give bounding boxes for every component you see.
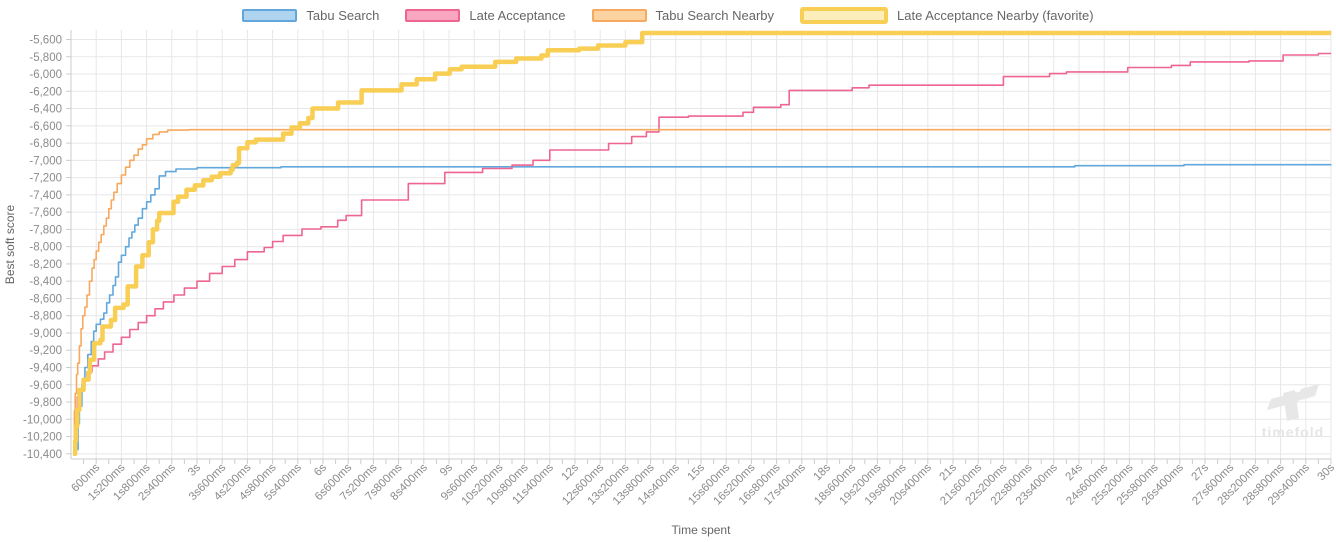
- y-axis-title: Best soft score: [3, 204, 17, 284]
- x-tick-label: 6s: [312, 461, 329, 478]
- y-tick-label: -7,600: [29, 207, 62, 219]
- x-tick-label: 9s: [438, 461, 455, 478]
- y-tick-label: -6,000: [29, 69, 62, 81]
- y-tick-label: -7,200: [29, 173, 62, 185]
- y-tick-label: -6,400: [29, 104, 62, 116]
- series-line-tabu-search: [76, 163, 1332, 451]
- x-tick-label: 30s: [1316, 461, 1336, 483]
- legend-item-tabu-search-nearby[interactable]: Tabu Search Nearby: [591, 8, 775, 23]
- legend-label-late-acceptance: Late Acceptance: [469, 8, 566, 23]
- x-tick-label: 3s: [186, 461, 203, 478]
- y-tick-label: -7,000: [29, 155, 62, 167]
- y-tick-label: -8,600: [29, 293, 62, 305]
- y-tick-label: -6,600: [29, 121, 62, 133]
- y-tick-label: -8,000: [29, 242, 62, 254]
- y-tick-label: -5,600: [29, 34, 62, 46]
- legend-swatch-late-acceptance-nearby-favorite: [800, 7, 889, 24]
- x-tick-label: 24s: [1064, 461, 1086, 483]
- series-line-late-acceptance-nearby-favorite: [72, 30, 1331, 457]
- y-tick-label: -8,200: [29, 259, 62, 271]
- legend-label-tabu-search: Tabu Search: [306, 8, 380, 23]
- timefold-logo-icon: [1283, 390, 1299, 421]
- legend-item-late-acceptance[interactable]: Late Acceptance: [405, 8, 566, 23]
- y-tick-label: -9,800: [29, 397, 62, 409]
- x-tick-label: 12s: [560, 461, 582, 483]
- watermark-text: timefold: [1262, 424, 1324, 440]
- y-tick-label: -9,600: [29, 380, 62, 392]
- y-tick-label: -9,000: [29, 328, 62, 340]
- x-tick-label: 27s: [1190, 461, 1212, 483]
- legend-item-late-acceptance-nearby-favorite[interactable]: Late Acceptance Nearby (favorite): [800, 7, 1094, 24]
- y-tick-label: -9,200: [29, 345, 62, 357]
- legend-swatch-tabu-search-nearby: [591, 9, 647, 22]
- y-tick-label: -10,000: [23, 414, 62, 426]
- series-line-tabu-search-nearby: [73, 128, 1331, 446]
- legend-swatch-tabu-search: [242, 9, 298, 22]
- timefold-logo-icon: [1297, 384, 1319, 401]
- gridlines: [71, 30, 1332, 459]
- y-tick-label: -5,800: [29, 52, 62, 64]
- legend-item-tabu-search[interactable]: Tabu Search: [242, 8, 379, 23]
- x-axis-title: Time spent: [672, 523, 732, 537]
- y-tick-label: -8,800: [29, 311, 62, 323]
- y-tick-label: -6,200: [29, 86, 62, 98]
- legend-label-late-acceptance-nearby-favorite: Late Acceptance Nearby (favorite): [897, 8, 1094, 23]
- y-tick-label: -10,200: [23, 432, 62, 444]
- y-tick-label: -7,400: [29, 190, 62, 202]
- y-tick-label: -9,400: [29, 363, 62, 375]
- timefold-watermark: timefold: [1262, 384, 1324, 440]
- y-tick-label: -10,400: [23, 449, 62, 461]
- y-tick-label: -8,400: [29, 276, 62, 288]
- x-tick-label: 18s: [812, 461, 834, 483]
- x-tick-label: 15s: [686, 461, 708, 483]
- legend-swatch-late-acceptance: [405, 9, 461, 22]
- series-lines: [72, 30, 1332, 457]
- y-tick-label: -7,800: [29, 224, 62, 236]
- x-tick-label: 21s: [938, 461, 960, 483]
- y-tick-label: -6,800: [29, 138, 62, 150]
- chart-legend: Tabu Search Late Acceptance Tabu Search Ne…: [0, 7, 1336, 24]
- axis-lines: [70, 30, 1331, 460]
- series-line-late-acceptance: [73, 52, 1331, 451]
- legend-label-tabu-search-nearby: Tabu Search Nearby: [655, 8, 775, 23]
